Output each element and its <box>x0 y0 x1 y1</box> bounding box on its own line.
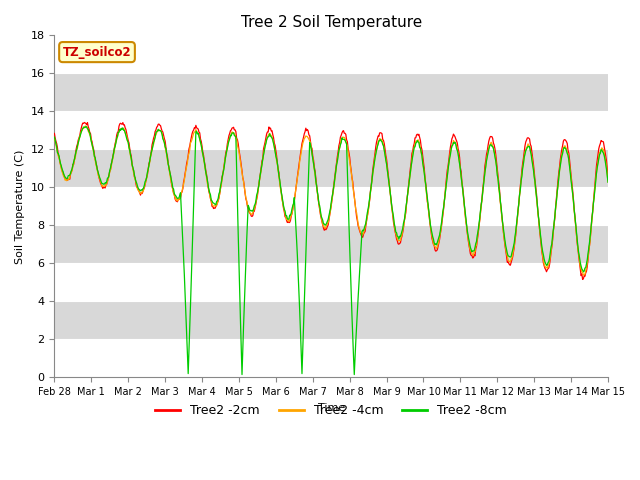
Y-axis label: Soil Temperature (C): Soil Temperature (C) <box>15 149 25 264</box>
Bar <box>54 264 608 301</box>
Legend: Tree2 -2cm, Tree2 -4cm, Tree2 -8cm: Tree2 -2cm, Tree2 -4cm, Tree2 -8cm <box>150 399 512 422</box>
Title: Tree 2 Soil Temperature: Tree 2 Soil Temperature <box>241 15 422 30</box>
Bar <box>54 36 608 73</box>
Bar <box>54 339 608 377</box>
Bar <box>54 187 608 226</box>
Bar <box>54 111 608 149</box>
X-axis label: Time: Time <box>317 403 345 413</box>
Text: TZ_soilco2: TZ_soilco2 <box>63 46 131 59</box>
